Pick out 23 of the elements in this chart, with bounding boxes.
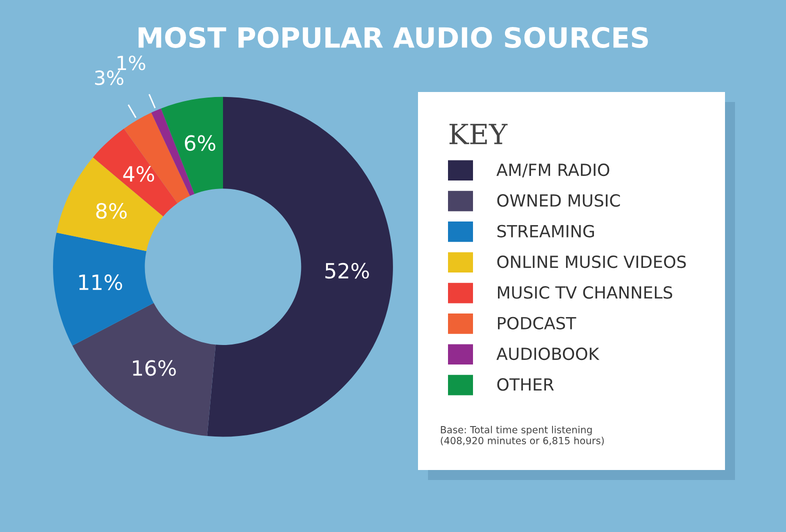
legend-label: ONLINE MUSIC VIDEOS xyxy=(497,256,686,268)
legend-label: OWNED MUSIC xyxy=(497,194,620,207)
data-label: 8% xyxy=(96,203,127,219)
legend-label: MUSIC TV CHANNELS xyxy=(498,286,672,299)
donut-slice xyxy=(161,96,223,194)
donut-slice xyxy=(56,157,164,252)
data-label: 6% xyxy=(184,135,216,151)
legend-title: KEY xyxy=(450,124,508,144)
data-label: 16% xyxy=(132,360,176,376)
data-label: 1% xyxy=(118,56,146,70)
text: Base: Total time spent listening (408,920 minutes or 6,815 hours) xyxy=(440,426,604,446)
donut-slice xyxy=(53,232,154,346)
legend-label: STREAMING xyxy=(497,224,594,238)
data-label: 11% xyxy=(79,274,122,290)
data-label: 4% xyxy=(123,166,154,182)
legend-label: AUDIOBOOK xyxy=(496,348,600,360)
data-label: 52% xyxy=(325,262,369,279)
chart-title: MOST POPULAR AUDIO SOURCES xyxy=(138,26,648,48)
legend-label: PODCAST xyxy=(498,316,576,330)
data-label: 3% xyxy=(95,70,124,86)
legend-label: OTHER xyxy=(497,378,554,391)
donut-slice xyxy=(72,303,216,436)
legend-label: AM/FM RADIO xyxy=(496,164,610,178)
